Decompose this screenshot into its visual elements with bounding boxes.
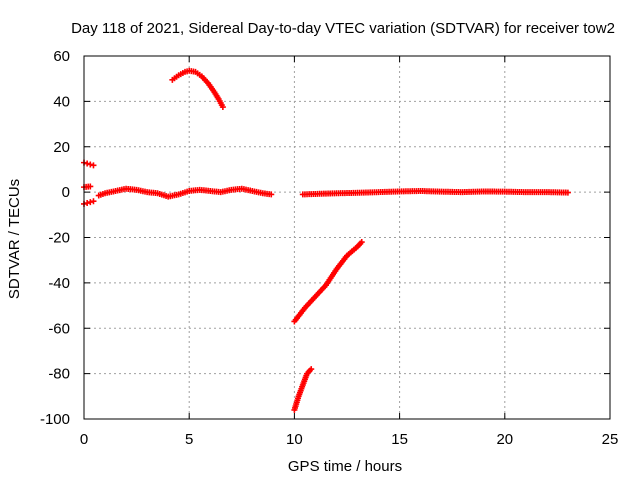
x-tick-label: 25 (602, 431, 619, 448)
data-points (81, 67, 571, 413)
chart-title: Day 118 of 2021, Sidereal Day-to-day VTE… (71, 20, 615, 37)
data-point (84, 200, 91, 207)
series-arc-b (81, 183, 94, 191)
data-point (90, 198, 97, 205)
data-point (87, 161, 94, 168)
series-arc-e (169, 67, 226, 111)
x-tick-label: 20 (496, 431, 513, 448)
series-arc-d (95, 185, 275, 200)
data-point (84, 160, 91, 167)
plot-frame (83, 55, 611, 420)
series-arc-g (291, 366, 315, 413)
data-point (308, 366, 315, 373)
x-tick-label: 10 (286, 431, 303, 448)
x-tick-label: 0 (80, 431, 88, 448)
y-tick-label: -40 (48, 275, 70, 292)
data-point (87, 183, 94, 190)
data-point (268, 191, 275, 198)
y-tick-label: 20 (53, 139, 70, 156)
x-tick-label: 5 (185, 431, 193, 448)
data-point (87, 199, 94, 206)
y-axis-label: SDTVAR / TECUs (6, 179, 23, 299)
data-point (219, 104, 226, 111)
series-arc-c (81, 198, 97, 207)
y-tick-label: -60 (48, 320, 70, 337)
x-axis-label: GPS time / hours (288, 458, 402, 475)
data-point (358, 239, 365, 246)
data-point (90, 162, 97, 169)
y-tick-label: -80 (48, 366, 70, 383)
y-tick-label: 40 (53, 93, 70, 110)
series-arc-h (299, 187, 571, 198)
grid-lines (84, 56, 610, 419)
series-arc-a (81, 159, 97, 169)
data-point (564, 189, 571, 196)
y-tick-label: -100 (40, 411, 70, 428)
x-tick-label: 15 (391, 431, 408, 448)
y-tick-label: 0 (62, 184, 70, 201)
series-arc-f (291, 239, 365, 325)
y-tick-label: -20 (48, 230, 70, 247)
y-tick-label: 60 (53, 48, 70, 65)
axis-ticks: 0 5 10 15 20 25 -100 -80 -60 -40 -20 0 20 40 60 (40, 48, 618, 448)
